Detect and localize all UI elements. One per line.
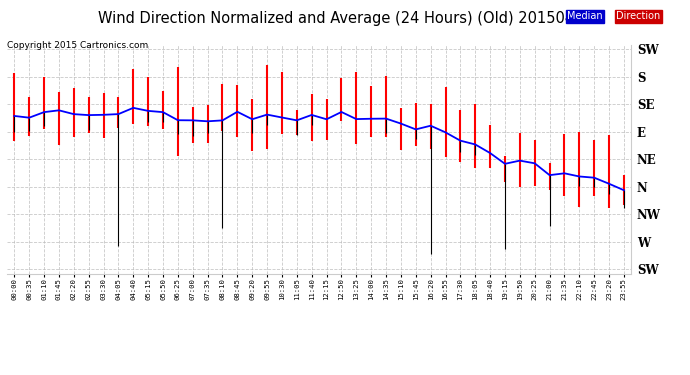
Text: Wind Direction Normalized and Average (24 Hours) (Old) 20150419: Wind Direction Normalized and Average (2… (98, 11, 592, 26)
Text: Direction: Direction (616, 11, 660, 21)
Text: Median: Median (567, 11, 603, 21)
Text: Copyright 2015 Cartronics.com: Copyright 2015 Cartronics.com (7, 41, 148, 50)
